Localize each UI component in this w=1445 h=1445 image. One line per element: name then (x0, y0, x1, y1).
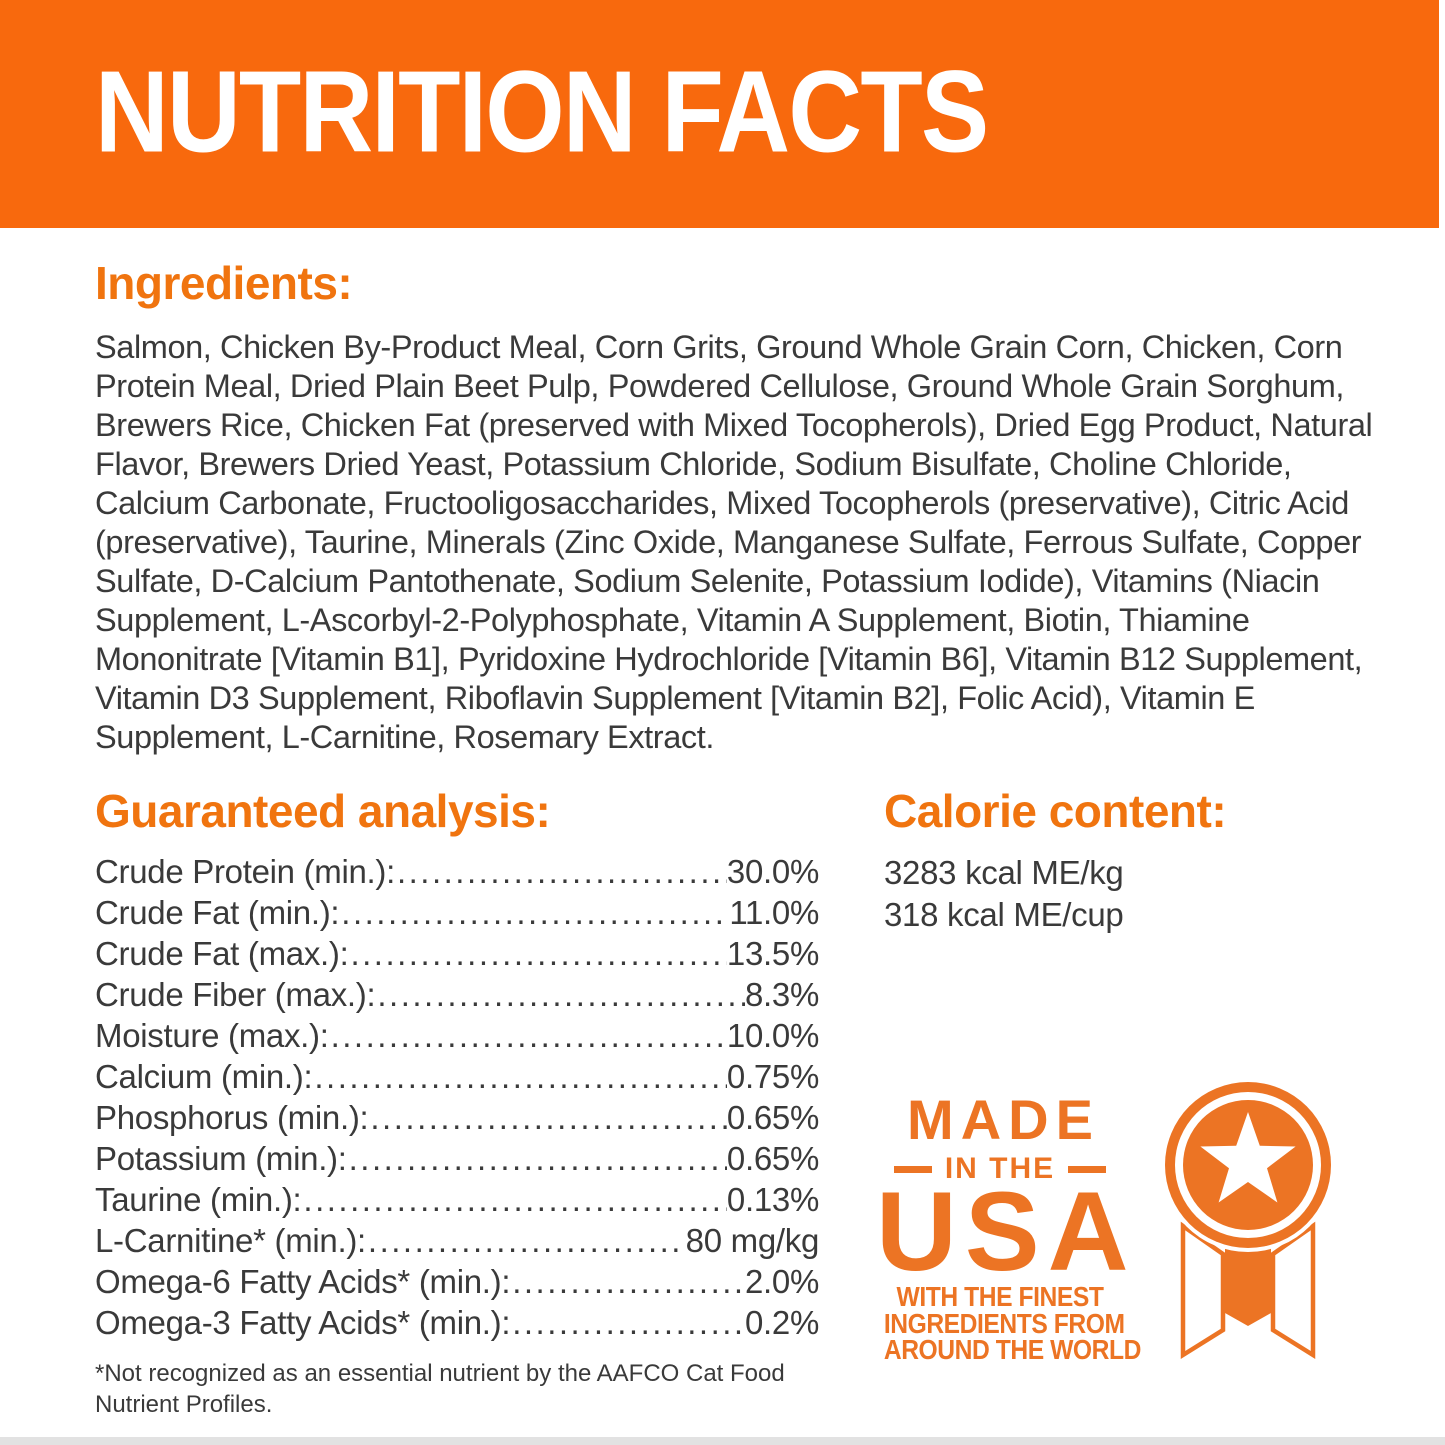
calorie-content-heading: Calorie content: (884, 785, 1227, 837)
ingredients-text: Salmon, Chicken By-Product Meal, Corn Gr… (95, 329, 1373, 755)
analysis-label: Crude Fat (min.): (95, 894, 340, 931)
analysis-row: Potassium (min.): 0.65% (95, 1138, 819, 1179)
usa-tagline-line: INGREDIENTS FROM (883, 1307, 1125, 1339)
analysis-row: L-Carnitine* (min.): 80 mg/kg (95, 1220, 819, 1261)
calorie-line: 318 kcal ME/cup (884, 896, 1124, 933)
analysis-label: Phosphorus (min.): (95, 1099, 369, 1136)
analysis-value: 10.0% (726, 1017, 819, 1054)
analysis-row: Taurine (min.): 0.13% (95, 1179, 819, 1220)
dot-leader (368, 1097, 727, 1138)
analysis-value: 80 mg/kg (685, 1222, 820, 1259)
ribbon-left-leg (1180, 1221, 1226, 1360)
analysis-row: Phosphorus (min.): 0.65% (95, 1097, 819, 1138)
analysis-row: Calcium (min.): 0.75% (95, 1056, 819, 1097)
dot-leader (375, 974, 745, 1015)
analysis-label: Potassium (min.): (95, 1140, 347, 1177)
calorie-line: 3283 kcal ME/kg (884, 854, 1124, 891)
analysis-value: 2.0% (744, 1263, 819, 1300)
dot-leader (347, 1138, 727, 1179)
analysis-label: Crude Fat (max.): (95, 935, 349, 972)
analysis-label: Calcium (min.): (95, 1058, 313, 1095)
analysis-label: Omega-6 Fatty Acids* (min.): (95, 1263, 511, 1300)
analysis-row: Crude Fat (max.): 13.5% (95, 933, 819, 974)
analysis-label: Taurine (min.): (95, 1181, 302, 1218)
dot-leader (395, 851, 727, 892)
analysis-row: Omega-6 Fatty Acids* (min.): 2.0% (95, 1261, 819, 1302)
guaranteed-analysis-table: Crude Protein (min.): 30.0% Crude Fat (m… (95, 851, 819, 1343)
dot-leader (510, 1261, 745, 1302)
analysis-row: Crude Fiber (max.): 8.3% (95, 974, 819, 1015)
aafco-footnote: *Not recognized as an essential nutrient… (95, 1360, 785, 1418)
ingredients-heading: Ingredients: (95, 257, 353, 309)
dot-leader (339, 892, 729, 933)
analysis-label: Crude Fiber (max.): (95, 976, 376, 1013)
made-in-usa-block: MADE IN THE USA WITH THE FINEST INGREDIE… (868, 1088, 1142, 1365)
guaranteed-analysis-heading: Guaranteed analysis: (95, 785, 551, 837)
analysis-value: 0.2% (744, 1304, 819, 1341)
award-ribbon-star-icon (1161, 1078, 1335, 1360)
dot-leader (510, 1302, 745, 1343)
dash-right (1068, 1165, 1107, 1173)
analysis-label: Omega-3 Fatty Acids* (min.): (95, 1304, 511, 1341)
dot-leader (348, 933, 726, 974)
page-title: NUTRITION FACTS (95, 46, 989, 177)
analysis-value: 0.75% (726, 1058, 819, 1095)
analysis-row: Crude Fat (min.): 11.0% (95, 892, 819, 933)
analysis-label: Moisture (max.): (95, 1017, 329, 1054)
dot-leader (312, 1056, 727, 1097)
in-the-text: IN THE (944, 1152, 1056, 1185)
made-text: MADE (907, 1088, 1100, 1151)
analysis-value: 8.3% (744, 976, 819, 1013)
dot-leader (329, 1015, 727, 1056)
analysis-value: 30.0% (726, 853, 819, 890)
usa-tagline-line: AROUND THE WORLD (883, 1334, 1142, 1365)
analysis-label: L-Carnitine* (min.): (95, 1222, 366, 1259)
bottom-edge-strip (0, 1437, 1445, 1445)
header-banner: NUTRITION FACTS (0, 0, 1439, 228)
analysis-value: 0.65% (726, 1099, 819, 1136)
analysis-row: Moisture (max.): 10.0% (95, 1015, 819, 1056)
usa-tagline-line: WITH THE FINEST (896, 1281, 1104, 1312)
usa-tagline: WITH THE FINEST INGREDIENTS FROM AROUND … (883, 1281, 1142, 1365)
dot-leader (301, 1179, 727, 1220)
dot-leader (366, 1220, 686, 1261)
star-icon (1200, 1112, 1296, 1203)
analysis-label: Crude Protein (min.): (95, 853, 395, 890)
analysis-value: 11.0% (729, 894, 819, 931)
in-the-row: IN THE (868, 1154, 1132, 1184)
usa-text: USA (876, 1169, 1137, 1294)
analysis-value: 13.5% (726, 935, 819, 972)
dash-left (893, 1165, 932, 1173)
analysis-row: Omega-3 Fatty Acids* (min.): 0.2% (95, 1302, 819, 1343)
ribbon-center-band (1225, 1236, 1271, 1326)
analysis-value: 0.65% (726, 1140, 819, 1177)
analysis-row: Crude Protein (min.): 30.0% (95, 851, 819, 892)
ribbon-right-leg (1270, 1221, 1316, 1360)
calorie-content-lines: 3283 kcal ME/kg 318 kcal ME/cup (884, 852, 1124, 936)
analysis-value: 0.13% (726, 1181, 819, 1218)
